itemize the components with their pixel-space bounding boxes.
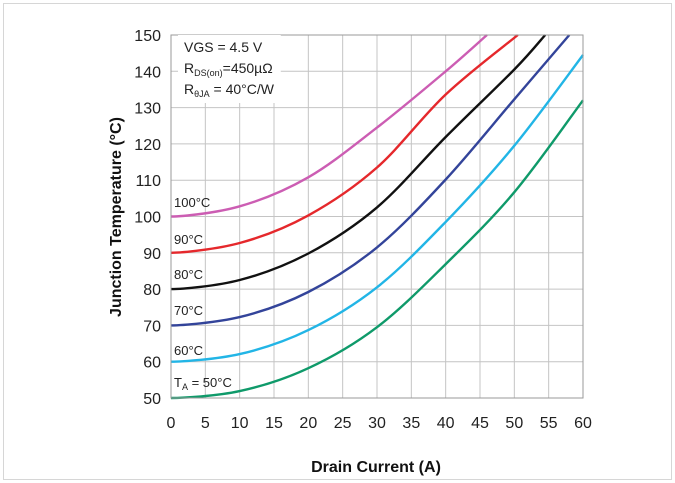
x-tick-label: 60 (574, 415, 592, 432)
x-axis-title: Drain Current (A) (311, 459, 441, 476)
tick-labels: 0 5 10 15 20 25 30 35 40 45 50 55 60 50 60 70 80 90 100 110… (134, 28, 592, 432)
x-tick-label: 15 (265, 415, 283, 432)
x-tick-label: 5 (201, 415, 210, 432)
y-tick-label: 80 (143, 282, 161, 299)
series-label-100c: 100°C (174, 195, 210, 210)
series-line-1 (170, 54, 584, 363)
x-tick-label: 0 (167, 415, 176, 432)
series-label-70c: 70°C (174, 303, 203, 318)
series-label-90c: 90°C (174, 232, 203, 247)
y-tick-label: 120 (134, 137, 161, 154)
x-tick-label: 50 (505, 415, 523, 432)
annotation-rthja-value: = 40°C/W (210, 81, 275, 97)
y-tick-label: 90 (143, 246, 161, 263)
y-tick-label: 140 (134, 64, 161, 81)
annotation-rdson-sub: DS(on) (194, 68, 223, 78)
x-tick-label: 40 (437, 415, 455, 432)
series-line-0 (170, 99, 584, 400)
annotation-rthja-main: R (184, 81, 194, 97)
y-tick-label: 150 (134, 28, 161, 45)
y-tick-label: 70 (143, 318, 161, 335)
series-label-50c-sub: A (182, 382, 188, 392)
y-tick-label: 60 (143, 355, 161, 372)
x-tick-label: 55 (540, 415, 558, 432)
grid (171, 35, 583, 398)
y-axis-title: Junction Temperature (°C) (108, 117, 125, 317)
annotation-rthja-sub: θJA (194, 89, 210, 99)
series-line-4 (170, 34, 519, 254)
chart-frame (3, 3, 672, 480)
x-tick-label: 25 (334, 415, 352, 432)
annotation: VGS = 4.5 V RDS(on)=450µΩ RθJA = 40°C/W (184, 39, 275, 99)
annotation-rdson: RDS(on)=450µΩ (184, 60, 273, 78)
series-label-60c: 60°C (174, 343, 203, 358)
annotation-rthja: RθJA = 40°C/W (184, 81, 275, 99)
plot-area-border (170, 34, 584, 399)
annotation-rdson-main: R (184, 60, 194, 76)
series-line-5 (170, 34, 488, 218)
y-tick-label: 100 (134, 210, 161, 227)
series-line-2 (170, 34, 571, 327)
x-tick-label: 45 (471, 415, 489, 432)
y-tick-label: 130 (134, 101, 161, 118)
series-label-50c: TA = 50°C (174, 375, 232, 392)
x-tick-label: 30 (368, 415, 386, 432)
series-label-50c-main: T (174, 375, 182, 390)
y-tick-label: 110 (135, 173, 161, 190)
x-tick-label: 35 (402, 415, 420, 432)
annotation-box (178, 35, 281, 103)
series-lines (170, 34, 584, 400)
y-tick-label: 50 (143, 391, 161, 408)
series-line-3 (170, 34, 547, 291)
series-label-80c: 80°C (174, 267, 203, 282)
series-label-50c-value: = 50°C (188, 375, 232, 390)
x-tick-label: 20 (299, 415, 317, 432)
x-tick-label: 10 (231, 415, 249, 432)
series-labels: 100°C 90°C 80°C 70°C 60°C TA = 50°C (174, 195, 232, 392)
annotation-rdson-value: =450µΩ (223, 60, 273, 76)
annotation-vgs: VGS = 4.5 V (184, 39, 263, 55)
